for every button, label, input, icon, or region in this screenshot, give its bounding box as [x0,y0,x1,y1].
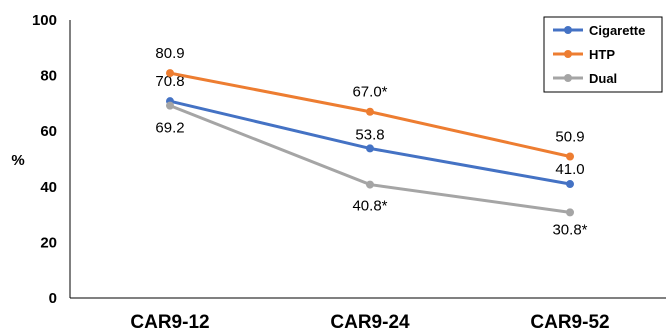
x-tick-label: CAR9-12 [130,312,209,331]
series-htp: 80.9 67.0* 50.9 [155,45,585,161]
y-ticks: 0 20 40 60 80 100 [32,12,57,307]
legend-item: HTP [553,47,615,62]
data-label: 50.9 [555,128,584,145]
x-ticks: CAR9-12 CAR9-24 CAR9-52 [130,312,609,331]
y-axis-label: % [11,152,24,169]
x-tick-label: CAR9-52 [530,312,609,331]
data-point [566,208,574,217]
y-tick-label: 80 [40,68,57,85]
legend-swatch-marker [564,50,572,58]
y-tick-label: 60 [40,123,57,140]
legend-label: Dual [589,71,617,86]
data-point [366,180,374,189]
legend-label: HTP [589,47,615,62]
legend-label: Cigarette [589,23,645,38]
legend-item: Dual [553,71,617,86]
y-tick-label: 20 [40,234,57,251]
data-label: 40.8* [352,198,387,215]
x-tick-label: CAR9-24 [330,312,410,331]
data-label: 69.2 [155,120,184,137]
data-label: 41.0 [555,161,584,178]
series-group: 70.8 53.8 41.0 80.9 67.0* 50.9 69.2 40.8* 30.8* [155,45,587,238]
data-point [366,107,374,116]
data-point [366,144,374,153]
data-label: 80.9 [155,45,184,62]
legend-swatch-marker [564,26,572,34]
legend-item: Cigarette [553,23,645,38]
data-label: 30.8* [552,221,587,238]
y-tick-label: 0 [49,290,57,307]
data-label: 70.8 [155,73,184,90]
series-line [169,104,571,214]
data-point [566,180,574,189]
data-label: 67.0* [352,84,387,101]
data-point [566,152,574,161]
series-dual: 69.2 40.8* 30.8* [155,101,588,238]
legend-swatch-marker [564,74,572,82]
series-cigarette: 70.8 53.8 41.0 [155,73,585,189]
data-label: 53.8 [355,126,384,143]
data-point [166,101,174,110]
y-tick-label: 40 [40,179,57,196]
data-point [166,69,174,78]
legend: Cigarette HTP Dual [543,16,663,93]
y-tick-label: 100 [32,12,57,29]
